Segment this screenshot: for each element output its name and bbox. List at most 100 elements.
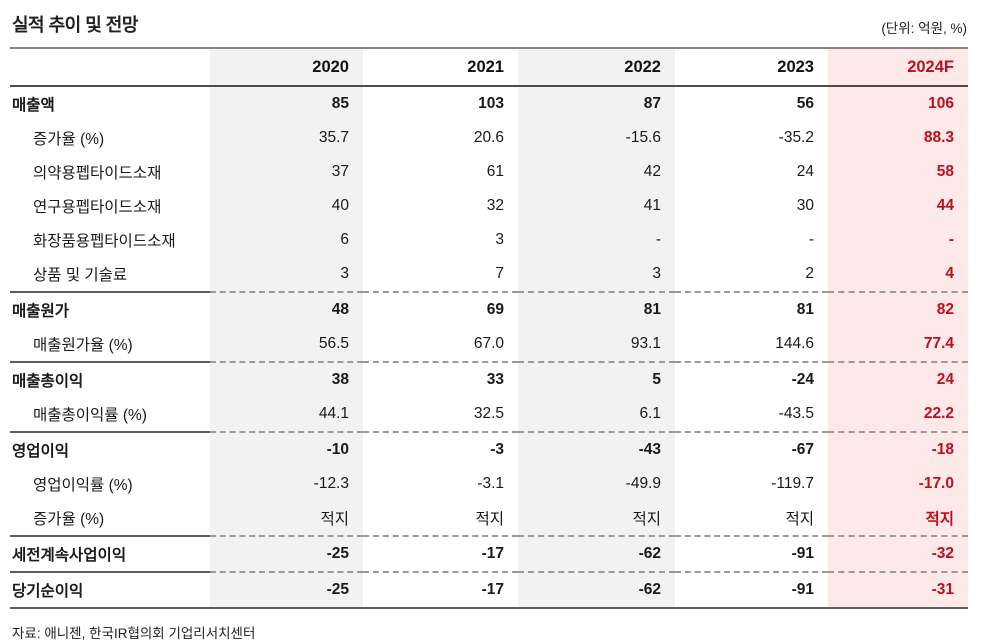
cell-2022: - bbox=[518, 223, 675, 257]
cell-2021: 32.5 bbox=[473, 405, 504, 422]
cell-2021: 61 bbox=[486, 163, 504, 180]
cell-2024f: -31 bbox=[828, 571, 968, 609]
table-row: 매출총이익률 (%) 44.1 32.5 6.1 -43.5 22.2 bbox=[10, 397, 968, 432]
row-label: 매출총이익 bbox=[10, 361, 210, 397]
table-row: 영업이익 -10 -3 -43 -67 -18 bbox=[10, 431, 968, 467]
cell-2021: 7 bbox=[495, 265, 504, 282]
cell-2021: 103 bbox=[478, 95, 504, 112]
cell-2020: -12.3 bbox=[210, 467, 363, 501]
cell-2023: -35.2 bbox=[778, 129, 814, 146]
table-row: 화장품용펩타이드소재 6 3- - - bbox=[10, 223, 968, 257]
cell-2020: 48 bbox=[210, 291, 363, 327]
cell-2024f: -18 bbox=[828, 431, 968, 467]
row-label: 매출총이익률 (%) bbox=[33, 407, 147, 424]
table-row: 의약용펩타이드소재 37 61 42 24 58 bbox=[10, 155, 968, 189]
cell-2022: -43 bbox=[518, 431, 675, 467]
cell-2023: -24 bbox=[675, 361, 828, 397]
table-row: 증가율 (%) 35.7 20.6 -15.6 -35.2 88.3 bbox=[10, 121, 968, 155]
table-row: 매출원가 48 69 81 81 82 bbox=[10, 291, 968, 327]
table-header-row: 2020 2021 2022 2023 2024F bbox=[10, 47, 968, 87]
cell-2021: 3 bbox=[495, 231, 504, 248]
cell-2022: 5 bbox=[518, 361, 675, 397]
cell-2023: -119.7 bbox=[771, 475, 814, 492]
cell-2023: -67 bbox=[675, 431, 828, 467]
cell-2022: -62 bbox=[518, 571, 675, 609]
cell-2021: 33 bbox=[363, 361, 518, 397]
cell-2024f: -32 bbox=[828, 535, 968, 572]
column-header-2023: 2023 bbox=[675, 47, 828, 87]
cell-2022: -62 bbox=[518, 535, 675, 572]
cell-2023: -43.5 bbox=[778, 405, 814, 422]
cell-2024f: 4 bbox=[828, 257, 968, 292]
cell-2024f: 24 bbox=[828, 361, 968, 397]
cell-2021: 20.6 bbox=[473, 129, 504, 146]
table-row: 매출총이익 38 33 5 -24 24 bbox=[10, 361, 968, 397]
cell-2023: 56 bbox=[796, 95, 814, 112]
cell-2020: 6 bbox=[210, 223, 363, 257]
row-label: 증가율 (%) bbox=[33, 511, 105, 528]
cell-2022: 41 bbox=[518, 189, 675, 223]
row-label: 당기순이익 bbox=[10, 571, 210, 609]
cell-2021: -17 bbox=[363, 535, 518, 572]
column-header-2022: 2022 bbox=[518, 47, 675, 87]
cell-2024f: 58 bbox=[828, 155, 968, 189]
cell-2020: 40 bbox=[210, 189, 363, 223]
cell-2023: 81 bbox=[675, 291, 828, 327]
cell-2023: 적지 bbox=[785, 511, 814, 528]
row-label: 영업이익 bbox=[10, 431, 210, 467]
table-body: 매출액 85 103 87 56 106 증가율 (%) 35.7 20.6 -15.6 -35.2… bbox=[10, 86, 968, 609]
table-row: 증가율 (%) 적지 적지 적지 적지 적지 bbox=[10, 501, 968, 536]
unit-note: (단위: 억원, %) bbox=[881, 21, 967, 36]
cell-2020: -25 bbox=[210, 535, 363, 572]
row-label: 매출원가 bbox=[10, 291, 210, 327]
cell-2022: -49.9 bbox=[518, 467, 675, 501]
column-header-2020: 2020 bbox=[210, 47, 363, 87]
cell-2022: 81 bbox=[518, 291, 675, 327]
cell-2024f: -17.0 bbox=[828, 467, 968, 501]
cell-2022: 87 bbox=[518, 86, 675, 121]
cell-2024f: 77.4 bbox=[828, 327, 968, 362]
cell-2020: 37 bbox=[210, 155, 363, 189]
cell-2023: 24 bbox=[796, 163, 814, 180]
cell-2024f: 82 bbox=[828, 291, 968, 327]
page-title: 실적 추이 및 전망 bbox=[12, 15, 138, 35]
cell-2023: -91 bbox=[675, 571, 828, 609]
cell-2020: 85 bbox=[210, 86, 363, 121]
cell-2020: 35.7 bbox=[210, 121, 363, 155]
row-label: 화장품용펩타이드소재 bbox=[33, 233, 176, 250]
table-row: 세전계속사업이익 -25 -17 -62 -91 -32 bbox=[10, 535, 968, 572]
cell-2020: 44.1 bbox=[210, 397, 363, 432]
cell-2023: 30 bbox=[796, 197, 814, 214]
table-row: 매출원가율 (%) 56.5 67.0 93.1 144.6 77.4 bbox=[10, 327, 968, 362]
row-label: 매출액 bbox=[12, 97, 55, 114]
cell-2021: 32 bbox=[486, 197, 504, 214]
cell-2022: 93.1 bbox=[518, 327, 675, 362]
cell-2023: 144.6 bbox=[775, 335, 814, 352]
table-row: 상품 및 기술료 3 7 3 2 4 bbox=[10, 257, 968, 292]
header-bar: 실적 추이 및 전망 (단위: 억원, %) bbox=[0, 0, 989, 47]
cell-2022: 6.1 bbox=[518, 397, 675, 432]
row-label: 상품 및 기술료 bbox=[33, 267, 128, 284]
row-label: 매출원가율 (%) bbox=[33, 337, 133, 354]
cell-2021: -3.1 bbox=[477, 475, 504, 492]
row-label: 세전계속사업이익 bbox=[10, 535, 210, 572]
cell-2022: 3 bbox=[518, 257, 675, 292]
cell-2024f: 적지 bbox=[828, 501, 968, 536]
table-row: 연구용펩타이드소재 40 32 41 30 44 bbox=[10, 189, 968, 223]
cell-2021: 69 bbox=[363, 291, 518, 327]
column-header-2024f: 2024F bbox=[828, 47, 968, 87]
cell-2024f: 106 bbox=[828, 86, 968, 121]
cell-2020: -10 bbox=[210, 431, 363, 467]
column-header-blank bbox=[10, 47, 210, 87]
cell-2020: 38 bbox=[210, 361, 363, 397]
row-label: 연구용펩타이드소재 bbox=[33, 199, 162, 216]
row-label: 영업이익률 (%) bbox=[33, 477, 133, 494]
cell-2022: -15.6 bbox=[518, 121, 675, 155]
cell-2020: 적지 bbox=[210, 501, 363, 536]
column-header-2021: 2021 bbox=[363, 47, 518, 87]
cell-2022: 42 bbox=[518, 155, 675, 189]
row-label: 의약용펩타이드소재 bbox=[33, 165, 162, 182]
cell-2024f: 88.3 bbox=[828, 121, 968, 155]
source-note: 자료: 애니젠, 한국IR협의회 기업리서치센터 bbox=[12, 626, 256, 641]
cell-2020: -25 bbox=[210, 571, 363, 609]
